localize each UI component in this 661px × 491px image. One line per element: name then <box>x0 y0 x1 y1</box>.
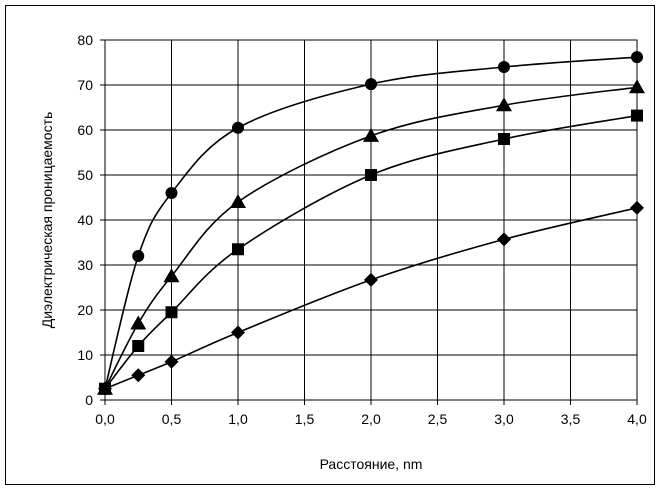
triangle-marker <box>496 97 512 112</box>
x-tick-label: 3,0 <box>494 411 514 427</box>
series-diamond <box>98 200 644 396</box>
x-tick-label: 1,0 <box>228 411 248 427</box>
y-tick-label: 70 <box>77 77 93 93</box>
y-tick-label: 20 <box>77 302 93 318</box>
triangle-marker <box>629 79 645 94</box>
grid <box>104 39 638 401</box>
diamond-marker <box>364 272 378 287</box>
diamond-marker <box>98 381 112 396</box>
diamond-marker <box>630 200 644 215</box>
tick-labels: 0,0 0,5 1,0 1,5 2,0 2,5 3,0 3,5 4,0 0 10 20 30 40 50 60… <box>77 32 647 427</box>
square-marker <box>165 306 178 319</box>
circle-marker <box>631 51 643 64</box>
circle-marker <box>365 78 377 91</box>
x-tick-label: 4,0 <box>627 411 647 427</box>
y-tick-label: 80 <box>77 32 93 48</box>
square-marker <box>498 133 510 145</box>
triangle-marker <box>130 315 147 330</box>
circle-marker <box>498 61 510 73</box>
x-axis-title: Расстояние, nm <box>320 456 423 472</box>
square-marker <box>132 340 145 352</box>
triangle-marker <box>363 127 379 142</box>
square-marker <box>631 109 643 122</box>
triangle-marker <box>163 268 180 283</box>
y-tick-label: 60 <box>77 122 93 138</box>
circle-marker <box>165 187 178 199</box>
x-tick-label: 3,5 <box>561 411 581 427</box>
axes <box>100 39 638 405</box>
x-tick-label: 2,0 <box>361 411 381 427</box>
series-group <box>97 51 645 396</box>
circle-marker <box>232 121 244 134</box>
circle-marker <box>132 250 145 262</box>
x-tick-label: 0,5 <box>162 411 182 427</box>
diamond-marker <box>131 368 146 383</box>
diamond-marker <box>497 232 511 247</box>
diamond-marker <box>164 354 179 369</box>
x-tick-label: 1,5 <box>295 411 315 427</box>
y-tick-label: 30 <box>77 257 93 273</box>
y-tick-label: 40 <box>77 212 93 228</box>
y-tick-label: 50 <box>77 167 93 183</box>
y-axis-title: Диэлектрическая проницаемость <box>39 112 55 329</box>
square-marker <box>232 243 244 256</box>
triangle-marker <box>230 194 246 208</box>
x-tick-label: 2,5 <box>428 411 448 427</box>
series-circle <box>99 51 643 395</box>
diamond-marker <box>231 325 245 340</box>
square-marker <box>365 169 377 181</box>
y-tick-label: 0 <box>85 392 93 408</box>
x-tick-label: 0,0 <box>95 411 115 427</box>
y-tick-label: 10 <box>77 347 93 363</box>
